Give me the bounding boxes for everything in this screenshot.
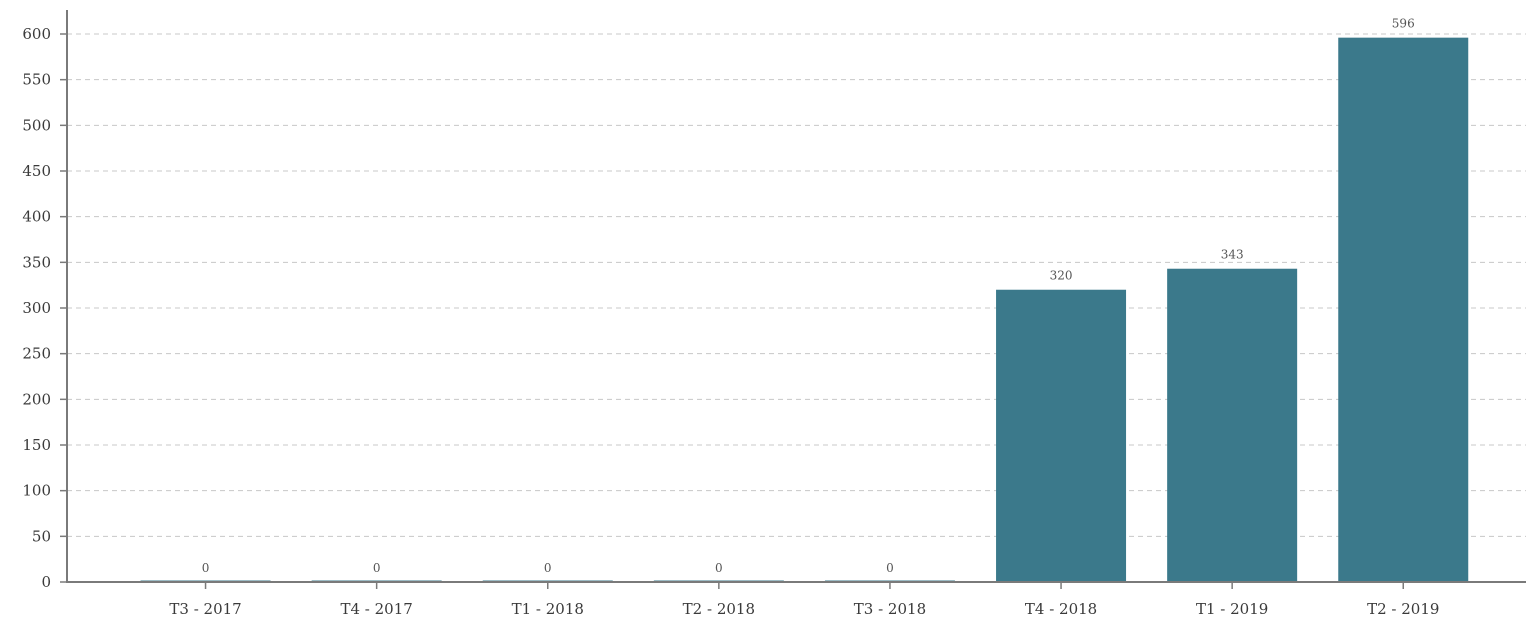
y-tick-label: 200 xyxy=(22,390,51,408)
bar-t4-2018 xyxy=(996,289,1127,582)
y-tick-label: 400 xyxy=(22,208,51,226)
labels: 0 50 100 150 200 250 300 350 400 450 500 550 600 T3 -… xyxy=(22,17,1439,618)
y-tick-label: 250 xyxy=(22,345,51,363)
data-label: 320 xyxy=(1050,269,1073,283)
bars xyxy=(140,37,1469,583)
x-tick-label: T2 - 2019 xyxy=(1367,600,1439,618)
data-label: 0 xyxy=(715,561,723,575)
x-tick-label: T3 - 2017 xyxy=(169,600,241,618)
y-tick-label: 350 xyxy=(22,253,51,271)
y-tick-label: 600 xyxy=(22,25,51,43)
x-tick-label: T2 - 2018 xyxy=(683,600,755,618)
x-tick-label: T4 - 2018 xyxy=(1025,600,1097,618)
y-tick-label: 300 xyxy=(22,299,51,317)
bar-t2-2019 xyxy=(1338,37,1469,583)
data-label: 0 xyxy=(544,561,552,575)
y-tick-label: 100 xyxy=(22,482,51,500)
x-tick-label: T3 - 2018 xyxy=(854,600,926,618)
data-label: 596 xyxy=(1392,17,1415,31)
y-tick-label: 450 xyxy=(22,162,51,180)
data-label: 0 xyxy=(373,561,381,575)
y-tick-label: 500 xyxy=(22,116,51,134)
gridlines xyxy=(67,33,1526,537)
axes xyxy=(60,10,1526,589)
bar-t1-2019 xyxy=(1167,268,1298,582)
y-tick-label: 550 xyxy=(22,71,51,89)
x-tick-label: T1 - 2019 xyxy=(1196,600,1268,618)
data-label: 0 xyxy=(202,561,210,575)
y-tick-label: 150 xyxy=(22,436,51,454)
data-label: 0 xyxy=(886,561,894,575)
x-tick-label: T4 - 2017 xyxy=(340,600,412,618)
y-tick-label: 0 xyxy=(41,573,51,591)
y-tick-label: 50 xyxy=(32,527,51,545)
data-label: 343 xyxy=(1221,248,1244,262)
x-tick-label: T1 - 2018 xyxy=(512,600,584,618)
